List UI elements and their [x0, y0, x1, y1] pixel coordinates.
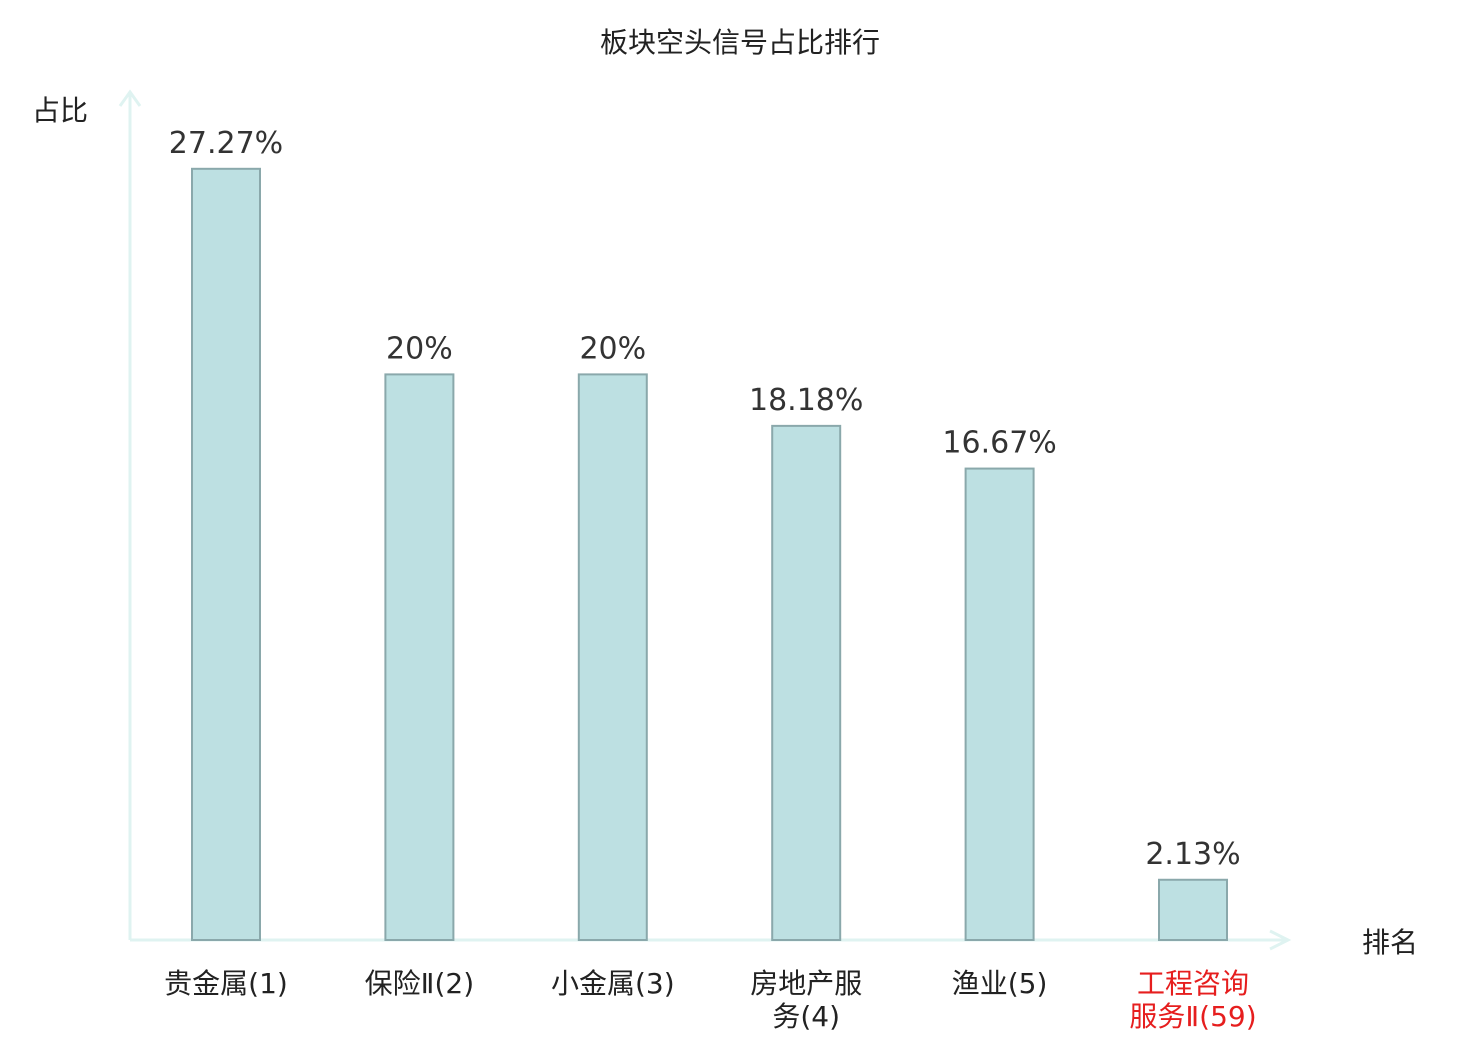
y-axis-label: 占比	[32, 94, 88, 127]
bar	[191, 167, 261, 942]
category-label: 房地产服务(4)	[750, 967, 862, 1033]
value-label: 16.67%	[942, 426, 1056, 461]
bar	[964, 467, 1035, 941]
category-label-line: 小金属(3)	[551, 967, 675, 1000]
value-labels: 27.27% 20% 20% 18.18% 16.67% 2.13%	[169, 126, 1241, 872]
x-axis-arrow	[1269, 929, 1292, 951]
bar	[1158, 878, 1228, 942]
y-axis-arrow	[118, 89, 142, 107]
axes	[118, 89, 1292, 951]
category-label-line: 房地产服	[750, 967, 862, 1000]
value-label: 20%	[386, 331, 453, 366]
category-label-line: 务(4)	[772, 1000, 840, 1033]
category-label-line: 贵金属(1)	[164, 967, 288, 1000]
value-label: 27.27%	[169, 126, 283, 161]
category-label: 贵金属(1)	[164, 967, 288, 1000]
bar	[771, 424, 842, 941]
category-label: 小金属(3)	[551, 967, 675, 1000]
category-label-line: 工程咨询	[1137, 967, 1249, 1000]
category-label: 保险Ⅱ(2)	[365, 967, 474, 1000]
x-axis-label: 排名	[1362, 926, 1418, 959]
category-label-line: 保险Ⅱ(2)	[365, 967, 474, 1000]
category-labels: 贵金属(1) 保险Ⅱ(2) 小金属(3) 房地产服务(4) 渔业(5) 工程咨询服务Ⅱ(5…	[164, 967, 1256, 1033]
category-label-line: 服务Ⅱ(59)	[1129, 1000, 1256, 1033]
bars	[191, 167, 1228, 942]
bar	[384, 373, 455, 941]
bar	[577, 373, 648, 941]
category-label: 渔业(5)	[952, 967, 1048, 1000]
value-label: 2.13%	[1145, 837, 1240, 872]
category-label: 工程咨询服务Ⅱ(59)	[1129, 967, 1256, 1033]
category-label-line: 渔业(5)	[952, 967, 1048, 1000]
chart-title: 板块空头信号占比排行	[600, 26, 880, 59]
value-label: 18.18%	[749, 383, 863, 418]
value-label: 20%	[579, 331, 646, 366]
